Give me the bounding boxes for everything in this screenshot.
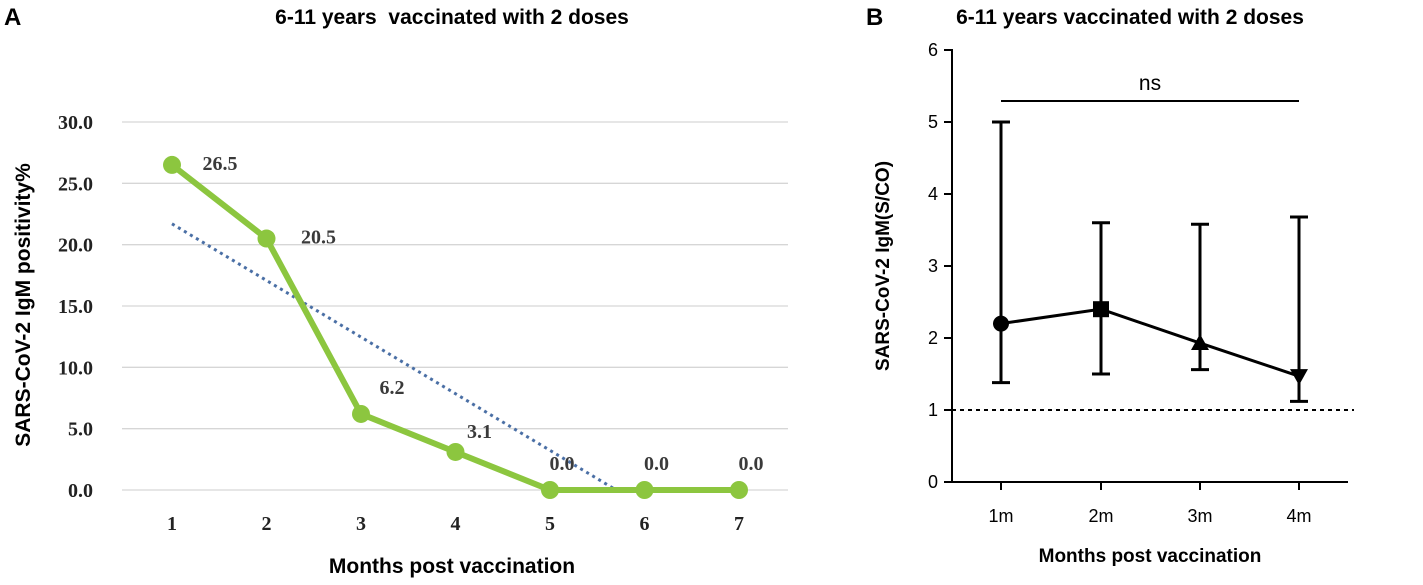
chart-a-y-tick-label: 10.0 — [58, 357, 93, 379]
chart-a-data-point — [635, 481, 654, 499]
chart-b-x-tick-label: 3m — [1187, 506, 1212, 526]
chart-a-y-tick-label: 30.0 — [58, 112, 93, 134]
chart-a-data-point — [352, 404, 370, 423]
chart-b-marker-triangle-up — [1191, 334, 1209, 351]
chart-a-x-tick-label: 6 — [640, 513, 650, 535]
chart-b-y-axis-title: SARS-CoV-2 IgM(S/CO) — [873, 161, 894, 371]
chart-a-x-tick-label: 5 — [545, 513, 555, 535]
chart-b-x-axis-title: Months post vaccination — [1039, 546, 1262, 567]
chart-a-x-tick-label: 4 — [451, 513, 461, 535]
chart-a-trendline-group — [171, 222, 617, 492]
chart-a-data-label: 0.0 — [739, 453, 764, 475]
chart-a-data-point — [257, 229, 276, 248]
panel-a: A 6-11 years vaccinated with 2 doses Mon… — [4, 4, 788, 578]
chart-b-x-tick-label: 2m — [1088, 506, 1113, 526]
chart-b-title: 6-11 years vaccinated with 2 doses — [956, 6, 1304, 29]
chart-b-y-tick-label: 0 — [928, 472, 938, 492]
chart-b-series-line — [1000, 307, 1300, 378]
chart-a-data-label: 0.0 — [550, 453, 575, 475]
chart-a-data-labels: 26.5 20.5 6.2 3.1 0.0 0.0 0.0 — [203, 153, 764, 475]
chart-b-x-ticks: 1m 2m 3m 4m — [988, 482, 1312, 526]
chart-a-series — [163, 155, 748, 499]
chart-b-series — [992, 120, 1308, 403]
chart-b-y-tick-label: 1 — [928, 400, 938, 420]
chart-b-significance-label: ns — [1139, 72, 1161, 95]
chart-b-marker-circle — [993, 315, 1009, 332]
panel-b-letter: B — [866, 4, 883, 31]
chart-b-y-tick-label: 2 — [928, 328, 938, 348]
chart-b-x-tick-label: 4m — [1286, 506, 1311, 526]
chart-a-trendline — [171, 222, 617, 492]
chart-a-title: 6-11 years vaccinated with 2 doses — [275, 6, 629, 29]
chart-a-x-tick-label: 1 — [167, 513, 177, 535]
chart-b-y-tick-label: 3 — [928, 256, 938, 276]
panel-b: B 6-11 years vaccinated with 2 doses Mon… — [866, 4, 1354, 567]
chart-a-data-label: 6.2 — [380, 377, 405, 399]
chart-a-x-tick-label: 3 — [356, 513, 366, 535]
chart-a-data-label: 26.5 — [203, 153, 238, 175]
chart-a-gridlines — [122, 121, 788, 491]
chart-a-y-tick-label: 20.0 — [58, 235, 93, 257]
chart-a-series-line — [170, 162, 739, 493]
chart-b-significance: ns — [1001, 72, 1299, 102]
chart-b-y-tick-label: 6 — [928, 40, 938, 60]
chart-b-marker-square — [1093, 301, 1109, 318]
chart-b-y-tick-label: 5 — [928, 112, 938, 132]
chart-a-y-tick-label: 5.0 — [68, 419, 93, 441]
chart-a-data-point — [446, 442, 465, 461]
chart-a-x-axis-title: Months post vaccination — [329, 555, 575, 578]
chart-a-data-point — [730, 481, 748, 499]
chart-a-y-axis-title: SARS-CoV-2 IgM positivity% — [12, 163, 35, 447]
chart-a-y-tick-label: 15.0 — [58, 296, 93, 318]
chart-a-y-tick-label: 0.0 — [68, 480, 93, 502]
chart-a-data-label: 20.5 — [301, 227, 336, 249]
chart-b-x-tick-label: 1m — [988, 506, 1013, 526]
panel-a-letter: A — [4, 4, 21, 31]
chart-a-x-tick-label: 2 — [262, 513, 272, 535]
chart-b-marker-triangle-down — [1290, 369, 1308, 386]
chart-a-y-ticks: 0.0 5.0 10.0 15.0 20.0 25.0 30.0 — [58, 112, 93, 502]
chart-a-x-tick-label: 7 — [734, 513, 744, 535]
chart-b-y-tick-label: 4 — [928, 184, 938, 204]
chart-a-data-point — [163, 155, 181, 174]
chart-a-y-tick-label: 25.0 — [58, 173, 93, 195]
chart-b-axes — [951, 49, 1348, 483]
chart-a-data-label: 0.0 — [644, 453, 669, 475]
chart-a-data-label: 3.1 — [467, 421, 492, 443]
chart-b-y-ticks: 0 1 2 3 4 5 6 — [928, 40, 952, 492]
chart-a-x-ticks: 1 2 3 4 5 6 7 — [167, 513, 744, 535]
chart-a-data-point — [541, 481, 559, 499]
